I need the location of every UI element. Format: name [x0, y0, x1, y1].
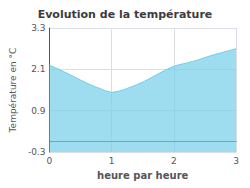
svg-text:Evolution de la température: Evolution de la température [38, 8, 213, 21]
svg-text:-0.3: -0.3 [28, 147, 46, 157]
svg-text:Température en °C: Température en °C [8, 48, 18, 134]
svg-text:3: 3 [233, 156, 239, 166]
svg-text:2: 2 [171, 156, 177, 166]
svg-text:0.9: 0.9 [31, 106, 46, 116]
svg-text:0: 0 [47, 156, 53, 166]
svg-text:heure par heure: heure par heure [97, 170, 188, 181]
svg-text:1: 1 [109, 156, 115, 166]
svg-text:2.1: 2.1 [31, 64, 45, 74]
svg-text:3.3: 3.3 [31, 23, 45, 33]
